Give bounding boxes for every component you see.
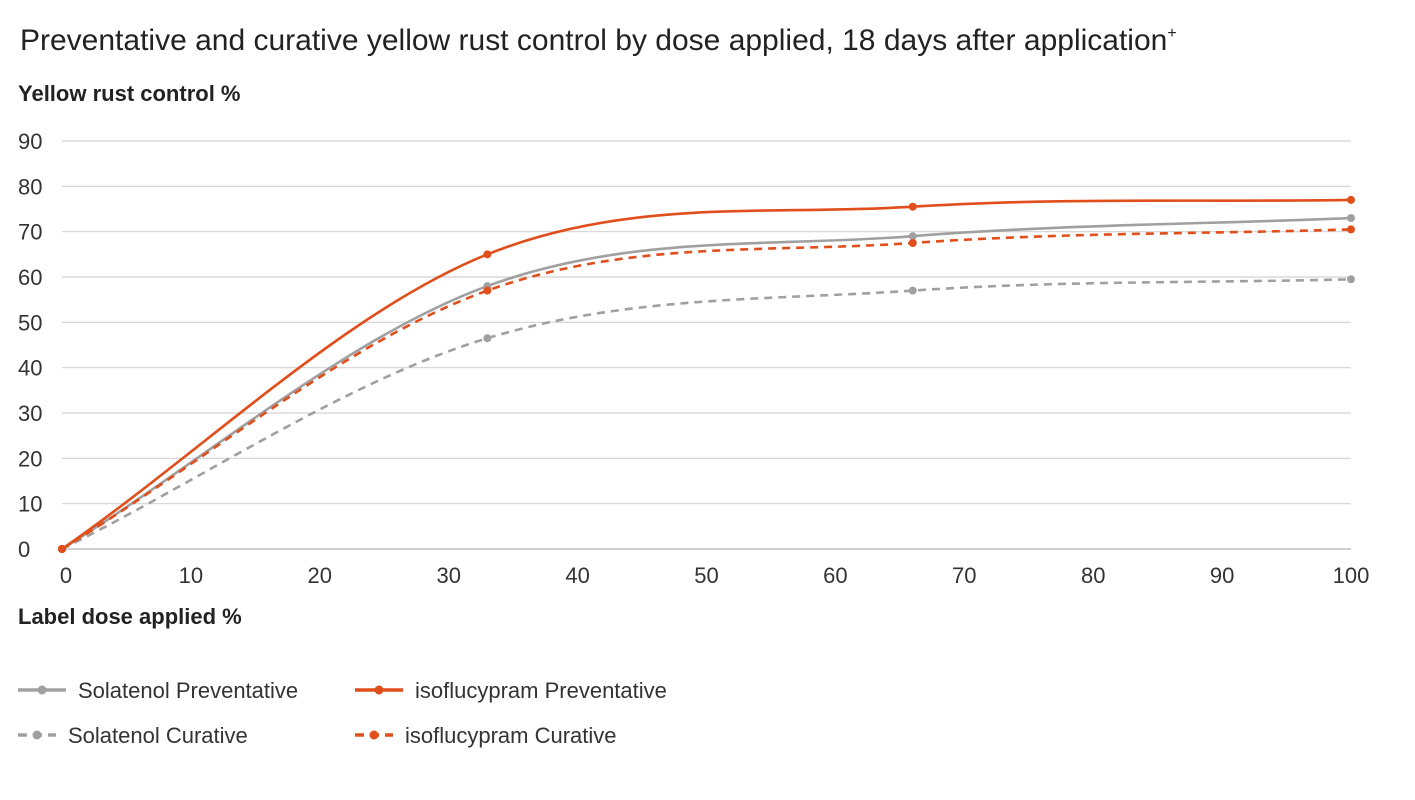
legend-label-solatenol-curative: Solatenol Curative — [68, 723, 248, 748]
y-tick-40: 40 — [18, 356, 42, 381]
legend-item-isoflucypram-preventative: isoflucypram Preventative — [355, 678, 667, 703]
legend: Solatenol Preventative isoflucypram Preve… — [18, 678, 667, 748]
y-tick-0: 0 — [18, 537, 30, 562]
point-solatenol-curative-33 — [483, 334, 492, 343]
point-solatenol-preventative-66 — [908, 232, 917, 241]
series-points — [58, 195, 1355, 553]
x-tick-30: 30 — [436, 563, 460, 588]
series-line-isoflucypram-curative — [61, 228, 1352, 551]
x-tick-90: 90 — [1210, 563, 1234, 588]
y-tick-50: 50 — [18, 310, 42, 335]
legend-marker-isoflucypram-curative — [369, 730, 379, 740]
legend-marker-isoflucypram-preventative — [374, 685, 384, 695]
x-tick-20: 20 — [308, 563, 332, 588]
series-line-isoflucypram-preventative — [61, 198, 1352, 551]
x-tick-0: 0 — [60, 563, 72, 588]
series-line-solatenol-preventative — [61, 216, 1352, 551]
point-solatenol-curative-66 — [908, 286, 917, 295]
legend-label-solatenol-preventative: Solatenol Preventative — [78, 678, 298, 703]
series-line-solatenol-curative — [61, 277, 1352, 551]
y-tick-80: 80 — [18, 174, 42, 199]
y-tick-70: 70 — [18, 220, 42, 245]
x-tick-80: 80 — [1081, 563, 1105, 588]
x-tick-100: 100 — [1333, 563, 1370, 588]
y-tick-20: 20 — [18, 446, 42, 471]
point-isoflucypram-preventative-100 — [1347, 195, 1355, 204]
legend-label-isoflucypram-curative: isoflucypram Curative — [405, 723, 617, 748]
legend-item-solatenol-curative: Solatenol Curative — [18, 723, 248, 748]
point-isoflucypram-curative-0 — [58, 545, 66, 553]
x-tick-50: 50 — [694, 563, 718, 588]
legend-label-isoflucypram-preventative: isoflucypram Preventative — [415, 678, 667, 703]
x-axis-label: Label dose applied % — [18, 604, 242, 629]
x-tick-labels: 0 10 20 30 40 50 60 70 80 90 100 — [60, 563, 1369, 588]
x-tick-60: 60 — [823, 563, 847, 588]
point-isoflucypram-preventative-33 — [483, 250, 492, 259]
y-tick-90: 90 — [18, 129, 42, 154]
legend-marker-solatenol-preventative — [37, 685, 47, 695]
y-tick-60: 60 — [18, 265, 42, 290]
point-isoflucypram-curative-33 — [483, 286, 492, 295]
point-isoflucypram-curative-66 — [908, 239, 917, 247]
point-solatenol-preventative-100 — [1347, 214, 1355, 223]
legend-marker-solatenol-curative — [32, 730, 42, 740]
gridlines — [62, 140, 1351, 550]
y-tick-10: 10 — [18, 492, 42, 517]
series-lines — [61, 198, 1352, 551]
point-isoflucypram-curative-100 — [1347, 225, 1355, 234]
legend-item-isoflucypram-curative: isoflucypram Curative — [355, 723, 617, 748]
legend-item-solatenol-preventative: Solatenol Preventative — [18, 678, 298, 703]
x-tick-40: 40 — [565, 563, 589, 588]
y-tick-labels: 0 10 20 30 40 50 60 70 80 90 — [18, 129, 42, 562]
x-tick-10: 10 — [179, 563, 203, 588]
x-tick-70: 70 — [952, 563, 976, 588]
y-tick-30: 30 — [18, 401, 42, 426]
point-isoflucypram-preventative-66 — [908, 202, 917, 211]
point-solatenol-curative-100 — [1347, 275, 1355, 284]
y-axis-label: Yellow rust control % — [18, 81, 240, 106]
chart-title: Preventative and curative yellow rust co… — [20, 24, 1177, 57]
